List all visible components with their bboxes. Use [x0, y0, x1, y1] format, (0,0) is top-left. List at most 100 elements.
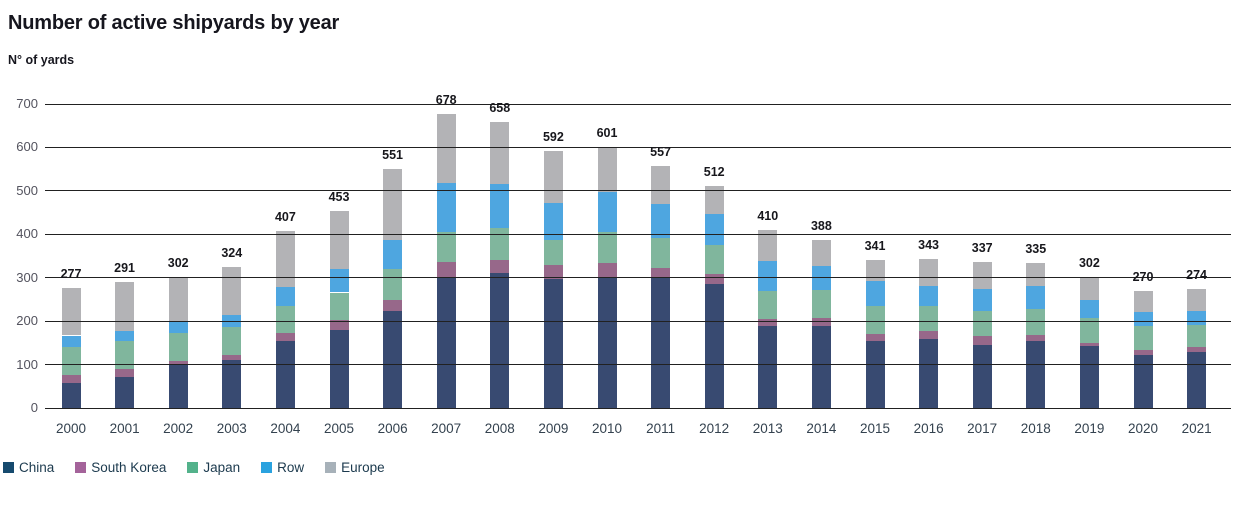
bar-segment-2011-japan	[651, 237, 671, 268]
bar-segment-2010-row	[597, 192, 617, 233]
x-tick-label-2003: 2003	[216, 421, 247, 436]
gridline-500	[45, 190, 1231, 192]
bar-segment-2016-japan	[919, 305, 939, 331]
legend-label-south-korea: South Korea	[91, 460, 167, 475]
gridline-300	[45, 277, 1231, 279]
bar-segment-2019-japan	[1079, 317, 1099, 343]
bar-segment-2012-europe	[704, 185, 724, 214]
bar-segment-2008-south-korea	[490, 260, 510, 274]
bar-segment-2009-south-korea	[543, 265, 563, 280]
bar-segment-2014-japan	[811, 290, 831, 318]
bar-segment-2016-china	[919, 338, 939, 408]
y-tick-label-700: 700	[16, 96, 38, 111]
bar-segment-2011-europe	[651, 166, 671, 204]
chart-title: Number of active shipyards by year	[8, 12, 340, 34]
gridline-700	[45, 103, 1231, 105]
bar-segment-2009-europe	[543, 150, 563, 203]
bar-segment-2000-china	[61, 382, 81, 408]
legend-label-europe: Europe	[341, 460, 385, 475]
y-tick-label-300: 300	[16, 269, 38, 285]
x-tick-label-2008: 2008	[484, 421, 515, 436]
y-tick-label-100: 100	[16, 356, 38, 372]
bar-segment-2011-china	[651, 277, 671, 408]
bar-segment-2002-south-korea	[168, 360, 188, 366]
legend-item-japan: Japan	[187, 460, 240, 475]
bar-segment-2019-china	[1079, 346, 1099, 408]
bar-segment-2012-china	[704, 283, 724, 408]
gridline-100	[45, 364, 1231, 366]
x-tick-label-2009: 2009	[538, 421, 569, 436]
legend-swatch-japan	[187, 462, 199, 473]
y-axis-units-label: N° of yards	[8, 53, 75, 67]
bar-segment-2002-china	[168, 365, 188, 408]
bar-total-label-2003: 324	[221, 246, 243, 261]
bar-total-label-2001: 291	[114, 260, 136, 275]
bar-segment-2009-row	[543, 202, 563, 240]
bar-segment-2001-europe	[115, 281, 135, 331]
bar-segment-2013-row	[758, 260, 778, 291]
bar-total-label-2005: 453	[328, 190, 350, 205]
bar-segment-2021-china	[1187, 351, 1207, 408]
bar-segment-2020-europe	[1133, 290, 1153, 313]
bar-segment-2006-japan	[383, 269, 403, 301]
bar-segment-2003-europe	[222, 267, 242, 315]
bar-segment-2011-south-korea	[651, 267, 671, 278]
x-tick-label-2017: 2017	[967, 421, 998, 436]
bar-segment-2004-europe	[275, 231, 295, 288]
legend-swatch-south-korea	[75, 462, 87, 473]
x-tick-label-2002: 2002	[163, 421, 194, 436]
bar-total-label-2007: 678	[435, 92, 457, 107]
legend-item-china: China	[3, 460, 54, 475]
bar-segment-2013-south-korea	[758, 318, 778, 327]
bar-segment-2008-europe	[490, 122, 510, 185]
bar-segment-2013-japan	[758, 290, 778, 319]
gridline-600	[45, 146, 1231, 148]
x-tick-label-2001: 2001	[109, 421, 140, 436]
bar-total-label-2021: 274	[1186, 268, 1208, 282]
bar-segment-2021-japan	[1187, 324, 1207, 347]
bar-segment-2019-south-korea	[1079, 342, 1099, 347]
x-tick-label-2004: 2004	[270, 421, 301, 436]
bar-segment-2000-europe	[61, 287, 81, 336]
bar-segment-2001-japan	[115, 340, 135, 369]
bar-segment-2012-row	[704, 213, 724, 246]
bar-segment-2005-south-korea	[329, 320, 349, 331]
legend-label-row: Row	[277, 460, 305, 475]
bar-segment-2005-china	[329, 330, 349, 408]
bar-segment-2014-europe	[811, 239, 831, 266]
bar-segment-2015-china	[865, 340, 885, 408]
bar-segment-2016-south-korea	[919, 330, 939, 339]
legend-item-row: Row	[261, 460, 304, 475]
bar-segment-2018-south-korea	[1026, 334, 1046, 341]
x-tick-label-2006: 2006	[377, 421, 408, 436]
y-tick-label-0: 0	[30, 400, 38, 415]
bar-segment-2004-japan	[275, 305, 295, 333]
bar-segment-2020-south-korea	[1133, 349, 1153, 355]
x-tick-label-2016: 2016	[913, 421, 944, 436]
bar-segment-2001-china	[115, 376, 135, 408]
bar-segment-2011-row	[651, 203, 671, 238]
bar-segment-2005-europe	[329, 211, 349, 270]
x-tick-label-2020: 2020	[1127, 421, 1159, 436]
y-tick-label-500: 500	[16, 182, 38, 198]
bar-segment-2018-europe	[1026, 262, 1046, 287]
bar-segment-2015-south-korea	[865, 334, 885, 341]
bar-total-label-2016: 343	[918, 238, 940, 252]
x-tick-label-2014: 2014	[806, 421, 837, 436]
bar-segment-2017-china	[972, 344, 992, 408]
bar-total-label-2011: 557	[650, 145, 672, 160]
bar-segment-2003-japan	[222, 327, 242, 355]
bar-total-label-2014: 388	[810, 218, 832, 233]
legend-swatch-europe	[325, 462, 337, 473]
x-tick-label-2012: 2012	[699, 421, 730, 436]
bar-segment-2018-row	[1026, 286, 1046, 309]
bar-segment-2007-china	[436, 277, 456, 408]
bar-total-label-2013: 410	[757, 208, 779, 223]
x-tick-label-2021: 2021	[1181, 421, 1212, 436]
bar-segment-2003-china	[222, 360, 242, 408]
bar-segment-2017-japan	[972, 310, 992, 337]
bar-segment-2017-europe	[972, 261, 992, 290]
bar-segment-2007-europe	[436, 113, 456, 183]
bar-segment-2017-row	[972, 289, 992, 311]
